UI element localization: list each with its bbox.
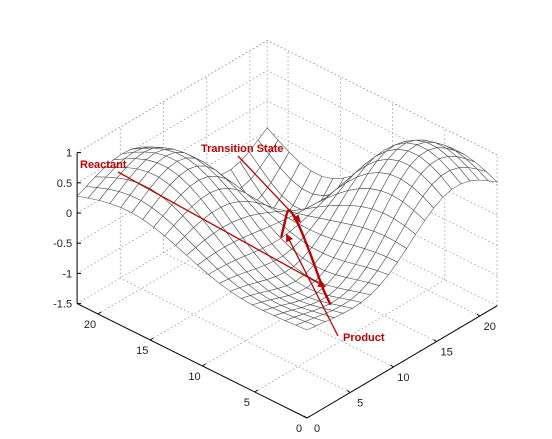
- x-tick-mark: [202, 363, 206, 367]
- grid-line: [97, 201, 289, 315]
- x-tick-label: 5: [244, 397, 250, 409]
- y-tick-mark: [346, 390, 351, 393]
- annotation-arrow: [285, 233, 339, 337]
- x-tick-label: 15: [136, 345, 148, 357]
- x-tick-mark: [306, 415, 311, 419]
- x-tick-label: 10: [188, 371, 200, 383]
- grid-line: [76, 191, 268, 304]
- y-tick-label: 5: [357, 398, 363, 410]
- z-tick-label: 1: [66, 148, 72, 160]
- grid-line: [76, 130, 268, 244]
- y-tick-label: 0: [314, 423, 320, 435]
- grid-line: [267, 70, 498, 186]
- y-tick-mark: [390, 364, 394, 368]
- annotation-arrow: [237, 155, 301, 223]
- y-tick-label: 15: [440, 347, 452, 359]
- potential-energy-surface: [76, 127, 498, 331]
- x-tick-mark: [254, 389, 259, 393]
- y-tick-mark: [476, 313, 481, 317]
- box-edge: [267, 40, 498, 156]
- z-tick-label: 0: [66, 208, 72, 220]
- annotation-label: Product: [343, 332, 385, 344]
- annotation-arrow: [117, 171, 326, 288]
- reaction-path-line: [280, 208, 332, 306]
- y-tick-mark: [303, 415, 308, 419]
- x-tick-label: 20: [84, 319, 96, 331]
- x-tick-mark: [149, 337, 154, 341]
- z-tick-label: -0.5: [53, 238, 72, 250]
- z-tick-label: -1: [62, 268, 72, 280]
- z-tick-label: -1.5: [53, 299, 72, 311]
- y-tick-mark: [433, 339, 437, 342]
- z-tick-label: 0.5: [57, 178, 72, 190]
- y-axis-line: [306, 305, 498, 419]
- mesh-cell: [295, 321, 317, 331]
- grid-line: [150, 227, 341, 341]
- grid-line: [120, 277, 351, 393]
- reaction-path: [280, 208, 332, 306]
- axes-front: [76, 152, 498, 419]
- tick-labels: 0 5 10 15 20 0 5 10 15 20 -1.5 -1 -0.5 0 0.5 1: [53, 148, 496, 435]
- x-axis-line: [76, 303, 308, 419]
- annotations: Reactant Transition State Product: [80, 143, 385, 344]
- annotation-label: Transition State: [201, 143, 284, 155]
- grid-line: [254, 279, 446, 393]
- grid-line: [202, 253, 393, 367]
- x-tick-mark: [97, 311, 102, 315]
- y-tick-label: 10: [397, 372, 409, 384]
- y-tick-label: 20: [484, 321, 496, 333]
- x-tick-label: 0: [296, 423, 302, 435]
- box-edge: [76, 40, 268, 153]
- annotation-label: Reactant: [80, 159, 127, 171]
- grid-line: [76, 160, 268, 274]
